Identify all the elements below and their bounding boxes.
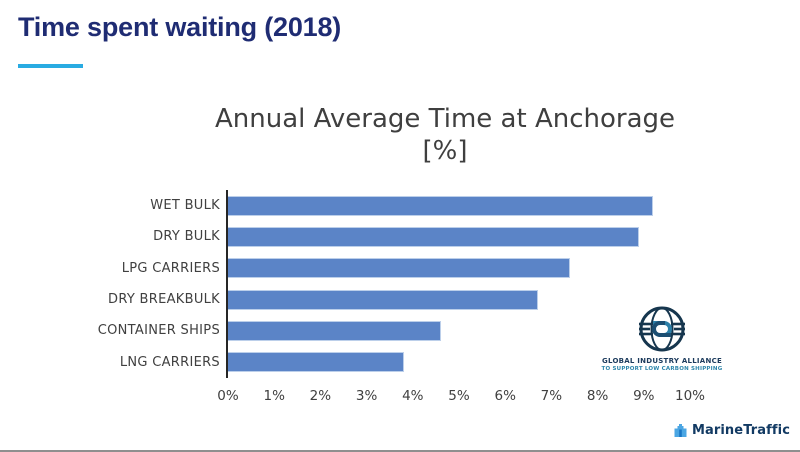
bar-lpg-carriers <box>228 258 570 279</box>
category-label-dry-breakbulk: DRY BREAKBULK <box>108 292 220 308</box>
gia-logo-line2: TO SUPPORT LOW CARBON SHIPPING <box>601 366 723 372</box>
gia-emblem-icon <box>639 306 685 352</box>
ship-icon <box>674 424 687 437</box>
plot-area: WET BULK DRY BULK LPG CARRIERS DRY BREAKBUL… <box>8 190 690 378</box>
x-tick-label: 8% <box>586 388 609 404</box>
bar-track <box>226 190 690 222</box>
category-label-wet-bulk: WET BULK <box>150 198 220 214</box>
chart-title-line1: Annual Average Time at Anchorage <box>214 104 676 134</box>
marinetraffic-logo: MarineTraffic <box>673 423 790 438</box>
category-label-lpg-carriers: LPG CARRIERS <box>121 260 220 276</box>
x-axis: 0% 1% 2% 3% 4% 5% 6% 7% 8% 9% 10% <box>217 388 705 406</box>
x-tick-label: 5% <box>448 388 470 404</box>
marinetraffic-wordmark: MarineTraffic <box>691 423 790 438</box>
chart-title-line2: [%] <box>422 136 468 166</box>
bar-container-ships <box>228 320 441 341</box>
bar-track <box>226 283 690 316</box>
x-tick-label: 3% <box>355 388 378 404</box>
bar-track <box>226 346 690 378</box>
bar-track <box>226 252 690 284</box>
x-tick-label: 6% <box>494 388 516 404</box>
bar-track <box>226 315 690 347</box>
category-label-container-ships: CONTAINER SHIPS <box>97 323 220 339</box>
gia-logo-line1: GLOBAL INDUSTRY ALLIANCE <box>602 357 722 365</box>
x-tick-label: 2% <box>309 388 332 404</box>
x-tick-label: 10% <box>674 388 706 404</box>
category-label-dry-bulk: DRY BULK <box>153 229 220 245</box>
bar-row: DRY BULK <box>8 221 690 253</box>
bar-row: CONTAINER SHIPS <box>8 315 690 347</box>
bar-row: LNG CARRIERS <box>8 346 690 378</box>
bar-row: WET BULK <box>8 190 690 222</box>
bar-row: LPG CARRIERS <box>8 252 690 284</box>
bar-track <box>226 221 690 253</box>
bar-dry-bulk <box>228 226 640 247</box>
bar-wet-bulk <box>228 195 654 216</box>
slide-title: Time spent waiting (2018) <box>18 12 342 42</box>
x-tick-label: 1% <box>263 388 285 404</box>
category-label-lng-carriers: LNG CARRIERS <box>119 354 220 370</box>
gia-logo: GLOBAL INDUSTRY ALLIANCE TO SUPPORT LOW … <box>600 304 724 373</box>
chart-title: Annual Average Time at Anchorage [%] <box>125 103 765 167</box>
bar-lng-carriers <box>228 352 404 373</box>
bar-row: DRY BREAKBULK <box>8 283 690 316</box>
x-tick-label: 7% <box>540 388 563 404</box>
title-underline-accent <box>18 64 83 68</box>
x-tick-label: 4% <box>402 388 424 404</box>
x-tick-label: 0% <box>217 388 239 404</box>
x-tick-label: 9% <box>633 388 655 404</box>
bar-dry-breakbulk <box>228 289 538 310</box>
